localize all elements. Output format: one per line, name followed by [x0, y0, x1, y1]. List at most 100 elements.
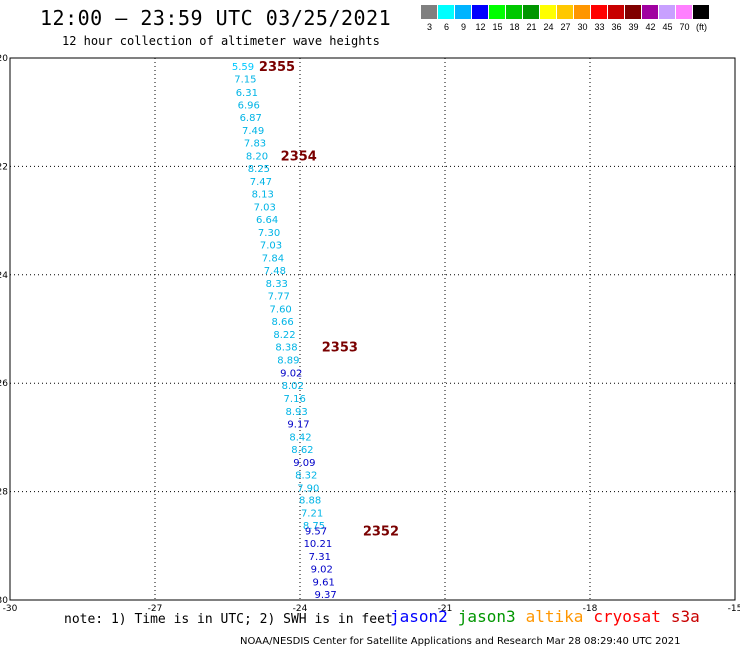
color-swatch-label: 15 [492, 22, 503, 32]
pass-time-label: 2354 [281, 150, 317, 165]
credit-line: NOAA/NESDIS Center for Satellite Applica… [240, 636, 681, 647]
satellite-legend: jason2 jason3 altika cryosat s3a [390, 607, 700, 626]
wave-height-value: 8.93 [285, 407, 307, 418]
color-swatch-label: 18 [509, 22, 520, 32]
x-tick-label: -18 [583, 604, 598, 614]
wave-height-value: 7.49 [242, 126, 264, 137]
wave-height-value: 6.31 [236, 88, 258, 99]
wave-height-value: 5.59 [232, 62, 254, 73]
y-tick-label: -26 [0, 379, 8, 389]
pass-time-label: 2355 [259, 60, 295, 75]
pass-time-label: 2352 [363, 525, 399, 540]
wave-height-value: 7.03 [260, 240, 282, 251]
wave-height-value: 6.96 [238, 101, 260, 112]
color-swatch [489, 5, 506, 19]
color-swatch-label: 24 [543, 22, 554, 32]
y-tick-label: -24 [0, 271, 8, 281]
color-swatch [659, 5, 676, 19]
y-tick-label: -20 [0, 54, 8, 64]
wave-height-value: 7.90 [297, 483, 319, 494]
plot-frame [9, 57, 736, 601]
x-tick-label: -15 [728, 604, 740, 614]
color-swatch-label: 70 [679, 22, 690, 32]
color-swatch [421, 5, 438, 19]
wave-height-value: 8.32 [295, 470, 317, 481]
color-swatch-label: 12 [475, 22, 486, 32]
color-swatch [472, 5, 489, 19]
wave-height-value: 7.60 [270, 304, 292, 315]
pass-time-label: 2353 [322, 340, 358, 355]
wave-height-value: 7.77 [268, 291, 290, 302]
wave-height-value: 8.88 [299, 496, 321, 507]
satellite-label-altika: altika [525, 607, 584, 626]
color-swatch [625, 5, 642, 19]
wave-height-value: 9.02 [311, 565, 333, 576]
wave-height-value: 9.02 [280, 368, 302, 379]
wave-height-value: 8.38 [275, 342, 297, 353]
wave-height-value: 8.62 [291, 445, 313, 456]
color-swatch-label: 30 [577, 22, 588, 32]
wave-height-value: 7.47 [250, 177, 272, 188]
satellite-label-cryosat: cryosat [593, 607, 661, 626]
color-swatch-label: (ft) [696, 22, 707, 32]
color-swatch [506, 5, 523, 19]
wave-height-value: 9.37 [314, 590, 336, 601]
color-swatch-label: 39 [628, 22, 639, 32]
page-subtitle: 12 hour collection of altimeter wave hei… [62, 34, 380, 48]
satellite-label-jason2: jason2 [390, 607, 448, 626]
wave-height-value: 7.84 [262, 253, 284, 264]
wave-height-value: 8.22 [273, 330, 295, 341]
color-swatch [557, 5, 574, 19]
color-swatch-label: 45 [662, 22, 673, 32]
color-swatch [642, 5, 659, 19]
footer-note: note: 1) Time is in UTC; 2) SWH is in fe… [64, 612, 393, 627]
wave-height-value: 7.31 [309, 552, 331, 563]
wave-height-value: 8.20 [246, 152, 268, 163]
color-legend [421, 5, 710, 19]
wave-height-value: 8.89 [277, 355, 299, 366]
wave-height-value: 7.83 [244, 139, 266, 150]
satellite-label-jason3: jason3 [457, 607, 516, 626]
color-swatch [693, 5, 710, 19]
page-title: 12:00 – 23:59 UTC 03/25/2021 [40, 6, 392, 30]
x-tick-label: -30 [3, 604, 18, 614]
wave-height-value: 9.61 [313, 578, 335, 589]
satellite-label-s3a: s3a [670, 607, 700, 626]
color-swatch-label: 33 [594, 22, 605, 32]
y-tick-label: -30 [0, 596, 8, 606]
wave-height-value: 6.87 [240, 113, 262, 124]
color-swatch-label: 3 [426, 22, 432, 32]
color-swatch-label: 42 [645, 22, 656, 32]
color-swatch [455, 5, 472, 19]
wave-height-value: 8.25 [248, 164, 270, 175]
y-tick-label: -28 [0, 488, 8, 498]
color-swatch-label: 21 [526, 22, 537, 32]
color-swatch [574, 5, 591, 19]
color-swatch [438, 5, 455, 19]
wave-height-value: 9.57 [305, 527, 327, 538]
wave-height-value: 8.33 [266, 279, 288, 290]
y-tick-label: -22 [0, 162, 8, 172]
color-swatch-label: 27 [560, 22, 571, 32]
wave-height-value: 7.48 [264, 266, 286, 277]
color-swatch [591, 5, 608, 19]
wave-height-value: 7.03 [254, 203, 276, 214]
wave-height-value: 8.75 [303, 521, 325, 532]
wave-height-value: 7.30 [258, 228, 280, 239]
wave-height-value: 10.21 [304, 539, 333, 550]
x-tick-label: -21 [438, 604, 453, 614]
wave-height-value: 8.66 [271, 317, 293, 328]
wave-height-value: 7.15 [234, 75, 256, 86]
color-swatch-label: 36 [611, 22, 622, 32]
wave-height-value: 9.17 [287, 419, 309, 430]
wave-height-value: 8.02 [282, 381, 304, 392]
wave-height-value: 6.64 [256, 215, 278, 226]
color-swatch [540, 5, 557, 19]
color-swatch-label: 9 [460, 22, 466, 32]
wave-height-value: 7.16 [284, 394, 306, 405]
color-swatch [676, 5, 693, 19]
wave-height-value: 8.13 [252, 190, 274, 201]
color-swatch [523, 5, 540, 19]
x-tick-label: -24 [293, 604, 308, 614]
